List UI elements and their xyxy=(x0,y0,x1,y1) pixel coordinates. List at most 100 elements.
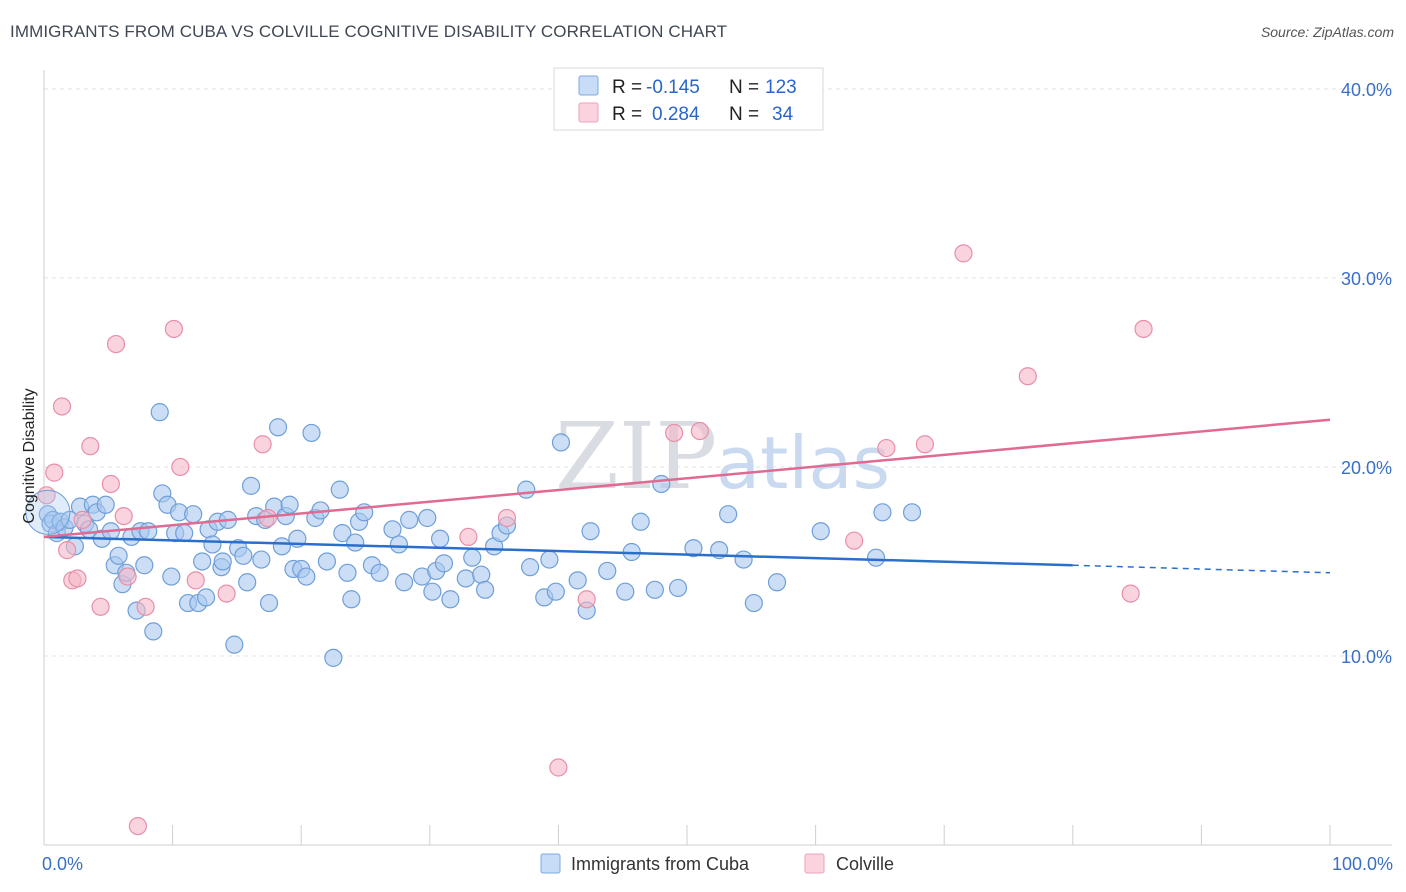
point-cuba xyxy=(135,556,154,575)
trend-lines xyxy=(43,418,1331,574)
point-cuba xyxy=(330,480,349,499)
point-colville xyxy=(915,435,935,454)
point-colville xyxy=(253,435,272,454)
point-cuba xyxy=(521,558,540,577)
point-cuba xyxy=(317,552,337,571)
legend-swatch-cuba xyxy=(578,75,599,96)
chart-title: IMMIGRANTS FROM CUBA VS COLVILLE COGNITI… xyxy=(10,22,728,41)
point-colville xyxy=(845,531,864,550)
point-cuba xyxy=(196,588,216,607)
point-colville xyxy=(497,508,517,528)
y-tick-label: 30.0% xyxy=(1341,269,1392,289)
point-cuba xyxy=(441,590,460,609)
point-colville xyxy=(73,510,92,529)
bottom-legend-label-cuba: Immigrants from Cuba xyxy=(571,854,750,874)
point-colville xyxy=(186,571,205,590)
point-colville xyxy=(136,597,155,616)
bottom-legend-swatch-colville xyxy=(804,853,825,874)
trend-line-cuba xyxy=(43,535,1073,567)
point-cuba xyxy=(475,580,495,599)
point-cuba xyxy=(324,648,343,667)
point-cuba xyxy=(645,580,664,599)
point-cuba xyxy=(631,512,650,531)
point-cuba xyxy=(184,505,203,524)
point-colville xyxy=(101,474,120,494)
point-cuba xyxy=(668,578,688,598)
point-colville xyxy=(91,597,110,616)
gridlines xyxy=(44,88,1392,657)
point-cuba xyxy=(297,567,316,586)
point-cuba xyxy=(540,550,559,569)
point-cuba xyxy=(389,535,409,554)
point-cuba xyxy=(109,546,128,565)
point-colville xyxy=(164,319,183,339)
point-cuba xyxy=(902,503,922,522)
point-colville xyxy=(217,584,236,603)
point-cuba xyxy=(225,635,244,654)
legend-r-label: R = xyxy=(612,77,642,98)
point-cuba xyxy=(150,403,169,422)
point-cuba xyxy=(193,552,212,571)
point-cuba xyxy=(581,522,600,541)
point-colville xyxy=(114,506,133,526)
point-cuba xyxy=(175,524,194,543)
point-cuba xyxy=(302,423,321,443)
point-cuba xyxy=(472,565,491,584)
point-colville xyxy=(1134,319,1153,339)
y-tick-label: 10.0% xyxy=(1341,647,1392,667)
legend-box: R = -0.145 N = 123 R = 0.284 N = 34 xyxy=(553,67,824,131)
legend-n-label: N = xyxy=(729,104,759,125)
point-colville xyxy=(58,541,77,560)
point-colville xyxy=(577,590,596,609)
axes xyxy=(43,70,1392,846)
point-cuba xyxy=(280,495,299,514)
point-cuba xyxy=(370,563,389,582)
point-cuba-large xyxy=(25,489,71,535)
legend-r-value: -0.145 xyxy=(646,77,700,98)
bottom-legend-label-colville: Colville xyxy=(836,854,894,874)
bottom-legend: Immigrants from Cuba Colville xyxy=(540,853,894,874)
point-cuba xyxy=(434,554,454,573)
point-cuba xyxy=(551,433,571,452)
watermark-zip: ZIP xyxy=(555,403,717,510)
point-cuba xyxy=(456,569,475,588)
point-cuba xyxy=(734,550,753,569)
point-cuba xyxy=(866,548,886,567)
point-cuba xyxy=(394,573,414,592)
point-cuba xyxy=(418,508,437,528)
point-cuba xyxy=(811,522,830,541)
point-cuba xyxy=(338,563,357,582)
point-cuba xyxy=(598,561,617,581)
point-cuba xyxy=(96,495,115,514)
point-colville xyxy=(171,457,190,477)
point-cuba xyxy=(684,539,703,558)
point-colville xyxy=(877,438,896,458)
point-cuba xyxy=(144,622,163,641)
point-cuba xyxy=(400,510,419,529)
bottom-legend-swatch-cuba xyxy=(540,853,561,874)
point-cuba xyxy=(252,550,271,569)
point-cuba xyxy=(517,480,536,499)
point-cuba xyxy=(423,582,442,601)
point-cuba xyxy=(744,593,763,613)
point-colville xyxy=(954,244,973,263)
point-cuba xyxy=(568,571,587,590)
point-cuba xyxy=(652,474,671,494)
x-tick-label: 0.0% xyxy=(42,854,83,874)
point-cuba xyxy=(333,524,352,543)
y-axis-label: Cognitive Disability xyxy=(21,388,38,523)
point-cuba xyxy=(272,537,292,556)
point-cuba xyxy=(342,590,361,609)
point-cuba xyxy=(463,548,482,567)
point-cuba xyxy=(546,582,565,601)
point-colville xyxy=(45,463,64,482)
data-points xyxy=(25,244,1153,836)
point-cuba xyxy=(873,503,892,522)
point-cuba xyxy=(213,552,232,571)
point-cuba xyxy=(234,546,253,565)
x-tick-label: 100.0% xyxy=(1332,854,1393,874)
source-label: Source: ZipAtlas.com xyxy=(1260,24,1394,40)
legend-swatch-colville xyxy=(578,102,599,123)
point-cuba xyxy=(139,522,158,541)
point-colville xyxy=(459,527,478,546)
